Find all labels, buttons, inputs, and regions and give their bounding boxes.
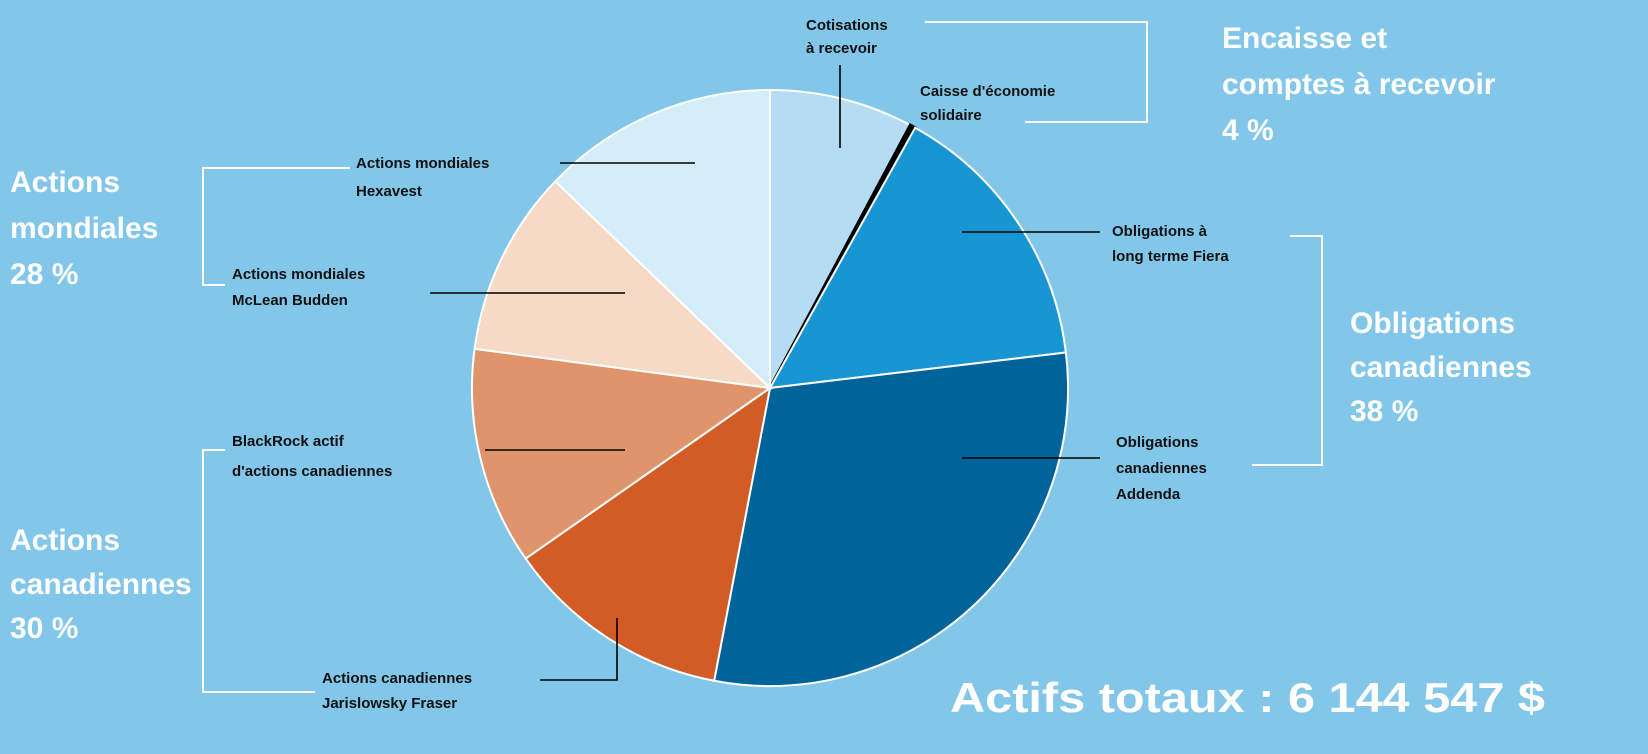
bracket — [202, 449, 315, 693]
total: Actifs totaux : 6 144 547 $ — [950, 674, 1545, 721]
slice-label: à recevoir — [806, 40, 877, 57]
pie-slice — [524, 385, 772, 682]
pie-slice — [553, 88, 771, 391]
pie-slice — [769, 88, 912, 389]
leader-line — [540, 618, 618, 681]
slice-label: Hexavest — [356, 183, 422, 200]
slice-label: solidaire — [920, 107, 982, 124]
group-label: comptes à recevoir — [1222, 68, 1496, 101]
slice-label: Cotisations — [806, 17, 888, 34]
slice-label: Actions mondiales — [356, 155, 489, 172]
bracket — [1252, 235, 1323, 466]
group-share: 28 % — [10, 258, 78, 291]
group-label: canadiennes — [1350, 351, 1532, 384]
group-label: mondiales — [10, 212, 158, 245]
pie-slice — [768, 126, 1067, 390]
pie — [471, 88, 1069, 687]
slice-label: Actions canadiennes — [322, 670, 472, 687]
pie-slice — [471, 347, 773, 560]
bracket — [202, 167, 350, 286]
slice-label: canadiennes — [1116, 460, 1207, 477]
slice-label: Obligations — [1116, 434, 1199, 451]
slice-label: Addenda — [1116, 486, 1181, 503]
slice-label: long terme Fiera — [1112, 248, 1229, 265]
bracket — [925, 21, 1148, 123]
slice-label: Actions mondiales — [232, 266, 365, 283]
slice-label: BlackRock actif — [232, 433, 345, 450]
slice-label: Caisse d'économie — [920, 83, 1055, 100]
group-share: 30 % — [10, 612, 78, 645]
slice-label: Obligations à — [1112, 223, 1208, 240]
group-label: canadiennes — [10, 568, 192, 601]
group-share: 38 % — [1350, 395, 1418, 428]
group-label: Actions — [10, 524, 120, 557]
group-share: 4 % — [1222, 114, 1274, 147]
slice-label: Jarislowsky Fraser — [322, 695, 457, 712]
slice-label: McLean Budden — [232, 292, 348, 309]
pie-slice — [712, 351, 1069, 687]
group-label: Actions — [10, 166, 120, 199]
brackets — [202, 21, 1323, 693]
slice-label: d'actions canadiennes — [232, 463, 392, 480]
group-label: Obligations — [1350, 307, 1515, 340]
group-label: Encaisse et — [1222, 22, 1387, 55]
pie-slice — [473, 179, 773, 390]
